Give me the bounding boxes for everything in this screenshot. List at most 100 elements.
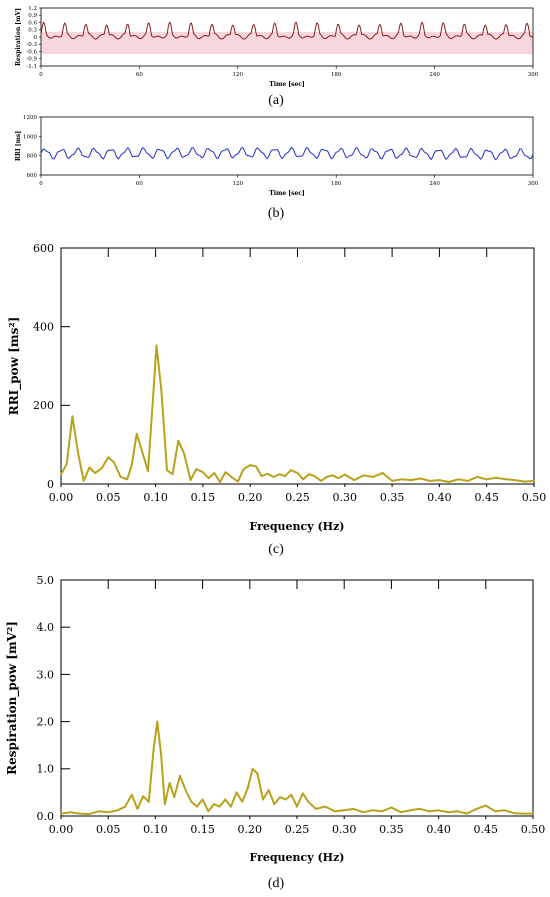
panel-c-data-point <box>119 476 122 478</box>
panel-b-ylabel: RRI [ms] <box>15 131 22 161</box>
panel-d-ytick-label: 4.0 <box>37 621 55 634</box>
panel-c-data-point <box>331 474 334 477</box>
panel-c-data-point <box>166 469 168 472</box>
panel-c-data-point <box>438 479 441 481</box>
panel-d-xlabel: Frequency (Hz) <box>249 851 344 864</box>
panel-d-xtick-label: 0.40 <box>426 823 451 836</box>
panel-d-data-point <box>88 813 91 815</box>
panel-c-data-point <box>284 475 287 477</box>
panel-d-data-point <box>97 810 100 813</box>
panel-c-data-point <box>224 471 227 474</box>
panel-c-data-point <box>260 475 263 477</box>
panel-d-data-point <box>179 775 181 777</box>
panel-d-data-point <box>267 789 270 791</box>
panel-c-xtick-label: 0.35 <box>380 491 405 504</box>
panel-c-series-line <box>60 344 535 483</box>
panel-c-data-point <box>213 472 216 474</box>
panel-a-ytick-label: -0.3 <box>26 42 37 48</box>
panel-a-ytick-label: 0.6 <box>28 20 37 26</box>
panel-c-data-point <box>391 480 393 482</box>
panel-a: 0 60 120 180 240 300 1.20.90.60.30-0.3-0.6-0.… <box>15 6 539 108</box>
panel-c-data-point <box>71 415 74 418</box>
panel-d-ylabel: Respiration_pow [mV²] <box>5 621 20 775</box>
panel-c-data-point <box>183 452 185 455</box>
panel-d-data-point <box>173 796 176 798</box>
panel-d-data-point <box>256 772 259 775</box>
panel-c-data-point <box>533 480 535 482</box>
panel-b-frame <box>40 116 534 176</box>
panel-d-data-point <box>343 809 346 812</box>
panel-c-data-point <box>77 451 79 454</box>
panel-c-data-point <box>65 463 68 466</box>
panel-d-data-point <box>494 810 497 813</box>
panel-d-data-point <box>184 789 187 791</box>
panel-c-data-point <box>343 473 346 476</box>
panel-c-data-point <box>514 479 516 481</box>
panel-d-data-point <box>196 805 198 808</box>
panel-b-ytick-label: 1200 <box>23 115 37 121</box>
panel-d-data-point <box>279 796 281 798</box>
panel-c: 0.00 0.05 0.10 0.15 0.20 0.25 0.30 0.35 0.40 0.45… <box>7 242 546 557</box>
panel-b-caption: (b) <box>268 206 285 221</box>
panel-d-data-point <box>324 805 327 808</box>
panel-d-data-point <box>362 811 364 814</box>
panel-c-data-point <box>249 464 252 466</box>
panel-d-data-point <box>503 809 506 812</box>
panel-d-data-point <box>130 793 133 796</box>
panel-d-data-point <box>190 800 193 803</box>
panel-c-data-point <box>495 476 498 479</box>
panel-b-xtick-label: 180 <box>331 181 342 187</box>
panel-d-data-point <box>247 786 249 789</box>
panel-c-data-point <box>266 472 269 475</box>
panel-d-data-point <box>447 811 449 814</box>
panel-c-data-point <box>230 476 233 478</box>
panel-d-data-point <box>213 803 215 806</box>
panel-c-ytick-label: 400 <box>33 321 54 334</box>
panel-d-data-point <box>207 810 210 813</box>
panel-d-data-point <box>79 812 81 815</box>
panel-d-data-point <box>475 808 478 810</box>
panel-d-data-point <box>241 800 244 803</box>
panel-c-data-point <box>448 481 450 483</box>
panel-a-ytick-label: 0.3 <box>28 28 37 34</box>
panel-c-data-point <box>60 473 62 476</box>
panel-c-data-point <box>429 480 431 482</box>
panel-d-xtick-label: 0.30 <box>332 823 357 836</box>
panel-a-line <box>40 21 534 40</box>
panel-c-data-point <box>504 478 507 481</box>
panel-a-xtick-label: 120 <box>233 72 244 78</box>
panel-d-data-point <box>152 749 155 751</box>
panel-d-data-point <box>160 753 163 756</box>
panel-d-ytick-label: 2.0 <box>37 715 55 728</box>
panel-c-data-point <box>523 480 526 483</box>
panel-c-data-point <box>177 439 180 442</box>
panel-a-xtick-label: 300 <box>528 72 539 78</box>
panel-d-ytick-label: 3.0 <box>37 668 55 681</box>
panel-c-data-point <box>207 477 210 479</box>
panel-d-data-point <box>107 811 110 814</box>
panel-c-data-point <box>255 465 257 468</box>
panel-c-data-point <box>126 478 129 481</box>
panel-a-ytick-label: -1.1 <box>26 64 37 70</box>
panel-c-data-point <box>466 480 469 482</box>
panel-d-xtick-label: 0.00 <box>49 823 74 836</box>
panel-d-data-point <box>290 793 293 796</box>
panel-a-ytick-label: 1.2 <box>28 6 37 12</box>
panel-c-data-point <box>88 466 91 469</box>
panel-d-data-point <box>307 800 310 803</box>
panel-c-ylabel: RRI_pow [ms²] <box>7 317 22 416</box>
panel-d-caption: (d) <box>268 876 285 891</box>
panel-d-data-point <box>333 810 336 813</box>
panel-d: 0.00 0.05 0.10 0.15 0.20 0.25 0.30 0.35 0.40 0.45… <box>5 574 545 891</box>
panel-c-data-point <box>135 432 138 435</box>
panel-d-data-point <box>262 798 264 801</box>
panel-b: 0 60 120 180 240 300 1200 1000 800 600 Time [sec… <box>15 115 539 221</box>
panel-a-xtick-label: 180 <box>331 72 342 78</box>
panel-c-ytick-label: 0 <box>47 478 54 491</box>
panel-c-xtick-label: 0.00 <box>49 491 74 504</box>
panel-c-caption: (c) <box>268 542 284 557</box>
panel-d-ytick-label: 0.0 <box>37 810 55 823</box>
panel-a-ytick-label: 0 <box>34 35 38 41</box>
panel-d-xtick-label: 0.15 <box>190 823 215 836</box>
panel-c-data-point <box>476 476 479 478</box>
